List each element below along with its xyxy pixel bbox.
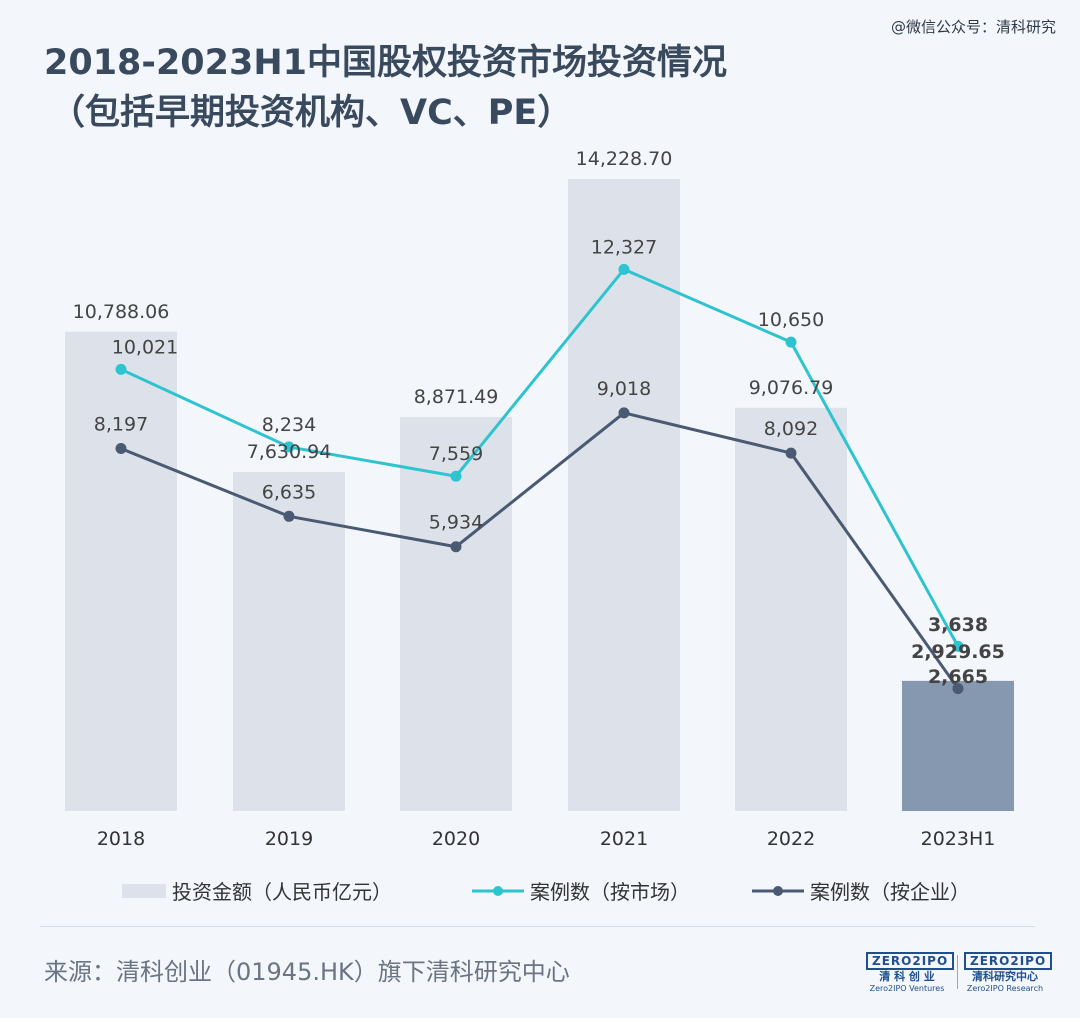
x-tick-2022: 2022 (767, 828, 815, 850)
logo-ventures: ZERO2IPO 清 科 创 业 Zero2IPO Ventures (866, 950, 955, 994)
logo-research: ZERO2IPO 清科研究中心 Zero2IPO Research (964, 950, 1053, 994)
logo-research-en: Zero2IPO Research (966, 984, 1044, 993)
bar-label-2019: 7,630.94 (247, 441, 332, 463)
company-label-2021: 9,018 (597, 378, 651, 400)
legend-swatch-market (472, 885, 524, 896)
legend-swatch-company (752, 885, 804, 896)
company-label-2023H1: 2,665 (928, 666, 988, 688)
company-label-2020: 5,934 (429, 512, 483, 534)
logo-ventures-mark: ZERO2IPO (866, 952, 955, 970)
logo-ventures-cn: 清 科 创 业 (879, 970, 935, 983)
logo-research-cn: 清科研究中心 (972, 970, 1038, 983)
chart-title: 2018-2023H1中国股权投资市场投资情况 （包括早期投资机构、VC、PE） (44, 38, 727, 138)
legend-item-company: 案例数（按企业） (752, 876, 970, 905)
company-label-2019: 6,635 (262, 481, 316, 503)
legend-label-company: 案例数（按企业） (810, 880, 970, 904)
bar-label-2023H1: 2,929.65 (911, 641, 1005, 663)
bar-label-2018: 10,788.06 (73, 301, 170, 323)
point-market-2020 (450, 470, 462, 482)
source-note: 来源：清科创业（01945.HK）旗下清科研究中心 (44, 958, 570, 986)
watermark: @微信公众号：清科研究 (890, 18, 1056, 36)
logo-research-mark: ZERO2IPO (964, 952, 1053, 970)
x-tick-2019: 2019 (265, 828, 313, 850)
x-tick-2020: 2020 (432, 828, 480, 850)
x-tick-2018: 2018 (97, 828, 145, 850)
line-company (120, 411, 960, 690)
point-market-2019 (283, 441, 295, 453)
x-tick-2021: 2021 (600, 828, 648, 850)
point-company-2019 (283, 510, 295, 522)
bar-2023H1 (902, 680, 1014, 811)
bar-2022 (735, 407, 847, 811)
legend-swatch-bar (122, 883, 166, 898)
legend: 投资金额（人民币亿元） 案例数（按市场） 案例数（按企业） (0, 876, 1080, 912)
divider (40, 926, 1035, 927)
company-label-2022: 8,092 (764, 418, 818, 440)
bar-label-2022: 9,076.79 (749, 377, 834, 399)
bar-2019 (233, 472, 345, 811)
point-market-2022 (785, 336, 797, 348)
point-company-2021 (618, 407, 630, 419)
logo-ventures-en: Zero2IPO Ventures (869, 984, 945, 993)
title-line-1: 2018-2023H1中国股权投资市场投资情况 (44, 43, 727, 83)
chart-area: 10,788.06 7,630.94 8,871.49 14,228.70 9,076.… (65, 148, 1014, 850)
market-label-2021: 12,327 (591, 236, 657, 258)
market-label-2023H1: 3,638 (928, 614, 988, 636)
legend-label-market: 案例数（按市场） (530, 880, 690, 904)
point-company-2020 (450, 541, 462, 553)
point-market-2018 (115, 363, 127, 375)
point-market-2021 (618, 263, 630, 275)
title-line-2: （包括早期投资机构、VC、PE） (50, 93, 573, 133)
line-market (120, 267, 960, 648)
x-tick-2023H1: 2023H1 (921, 828, 996, 850)
legend-label-amount: 投资金额（人民币亿元） (172, 880, 392, 904)
point-market-2023H1 (952, 640, 964, 652)
market-label-2018: 10,021 (112, 336, 178, 358)
point-company-2022 (785, 447, 797, 459)
market-label-2020: 7,559 (429, 443, 483, 465)
bar-label-2020: 8,871.49 (414, 386, 499, 408)
logo-separator (957, 955, 958, 989)
market-label-2019: 8,234 (262, 414, 316, 436)
point-company-2018 (115, 443, 127, 455)
point-company-2023H1 (952, 683, 964, 695)
legend-item-market: 案例数（按市场） (472, 876, 690, 905)
bar-label-2021: 14,228.70 (576, 148, 673, 170)
company-label-2018: 8,197 (94, 414, 148, 436)
bar-2020 (400, 416, 512, 811)
bar-2018 (65, 331, 177, 811)
market-label-2022: 10,650 (758, 309, 824, 331)
legend-item-amount: 投资金额（人民币亿元） (122, 876, 392, 905)
